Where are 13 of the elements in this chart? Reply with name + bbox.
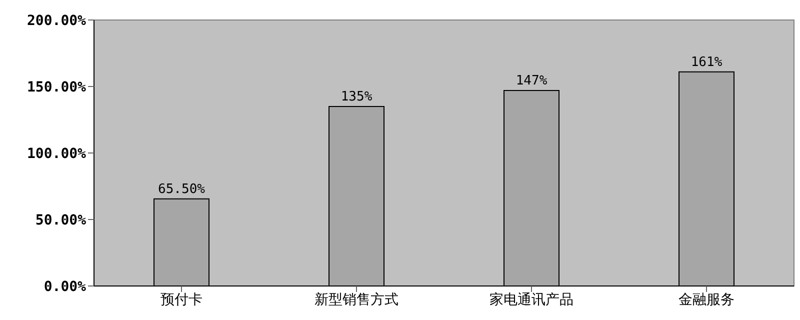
- data-label: 65.50%: [158, 182, 206, 197]
- x-tick-label: 新型销售方式: [314, 292, 398, 308]
- y-tick-label: 100.00%: [26, 146, 87, 162]
- data-label: 135%: [340, 89, 372, 104]
- data-label: 147%: [516, 73, 548, 88]
- y-tick-label: 0.00%: [44, 278, 87, 295]
- x-tick-label: 金融服务: [678, 292, 734, 308]
- x-tick-label: 家电通讯产品: [490, 292, 574, 308]
- y-tick-label: 50.00%: [35, 212, 87, 228]
- x-tick-label: 预付卡: [160, 292, 202, 308]
- y-tick-label: 150.00%: [26, 79, 87, 96]
- y-tick-label: 200.00%: [26, 12, 87, 29]
- data-label: 161%: [690, 54, 722, 70]
